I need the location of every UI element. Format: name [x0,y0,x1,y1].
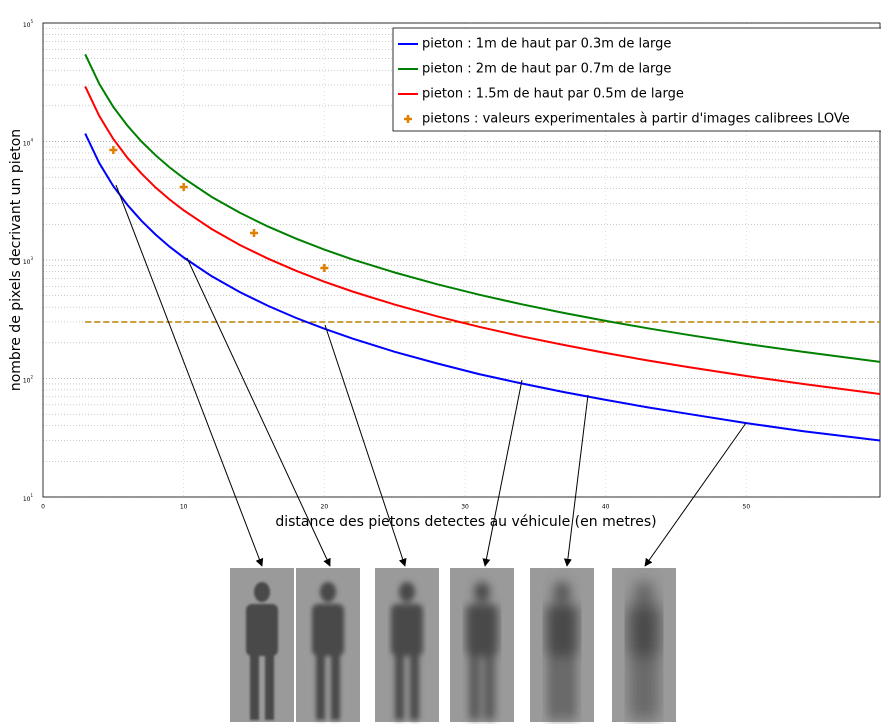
thumbnail [530,568,594,722]
y-tick-exponent: 5 [30,19,33,24]
y-tick-label: 104 [23,138,34,148]
head [399,582,415,602]
torso [628,604,660,656]
series-line [84,53,880,363]
data-point [179,183,188,192]
y-tick-base: 10 [23,140,31,147]
leg [485,654,494,720]
silhouette [312,582,344,720]
leg [632,654,641,720]
y-tick-exponent: 3 [30,256,33,261]
torso [546,604,578,656]
leg [331,654,340,720]
leg [265,654,274,720]
y-tick-label: 105 [23,19,34,29]
y-tick-exponent: 1 [30,493,33,498]
arrow [644,422,747,567]
legend: pieton : 1m de haut par 0.3m de large pie… [392,27,881,132]
thumbnail [612,568,676,722]
leg [647,654,656,720]
leg [565,654,574,720]
silhouette [628,582,660,720]
y-axis-label: nombre de pixels decrivant un pieton [8,129,24,391]
x-tick-label: 30 [461,504,469,511]
silhouette [466,582,498,720]
data-point [250,228,259,237]
leg [470,654,479,720]
legend-swatch [404,115,412,123]
x-axis-label: distance des pietons detectes au véhicul… [275,514,656,530]
silhouette [246,582,278,720]
silhouette [546,582,578,720]
silhouette [391,582,423,720]
series-line [84,85,880,395]
leg [316,654,325,720]
leg [395,654,404,720]
torso [246,604,278,656]
torso [466,604,498,656]
thumbnail [375,568,439,722]
plot-area [84,53,880,442]
legend-label: pieton : 1m de haut par 0.3m de large [422,37,671,52]
y-tick-base: 10 [23,259,31,266]
leg [250,654,259,720]
x-tick-label: 10 [180,504,188,511]
arrow [186,257,331,567]
plot-frame [42,22,881,498]
head [320,582,336,602]
leg [410,654,419,720]
head [254,582,270,602]
arrow [115,184,264,567]
legend-label: pietons : valeurs experimentales à parti… [422,112,850,127]
y-tick-label: 101 [23,493,34,503]
y-tick-label: 102 [23,375,34,385]
x-tick-label: 0 [41,504,45,511]
torso [391,604,423,656]
x-tick-label: 50 [743,504,751,511]
series-line [84,133,880,442]
head [554,582,570,602]
y-tick-exponent: 4 [30,138,33,143]
arrow [324,324,407,567]
y-tick-base: 10 [23,377,31,384]
y-tick-base: 10 [23,22,31,29]
leg [550,654,559,720]
data-point [109,146,118,155]
head [636,582,652,602]
x-tick-label: 20 [321,504,329,511]
arrow [563,394,589,567]
thumbnail [450,568,514,722]
pedestrian-thumbnails [230,568,676,722]
data-point [320,264,329,273]
thumbnail [296,568,360,722]
y-tick-base: 10 [23,496,31,503]
legend-label: pieton : 2m de haut par 0.7m de large [422,62,671,77]
x-tick-label: 40 [602,504,610,511]
head [474,582,490,602]
legend-label: pieton : 1.5m de haut par 0.5m de large [422,87,684,102]
torso [312,604,344,656]
y-tick-label: 103 [23,256,34,266]
thumbnail [230,568,294,722]
arrow [482,379,523,567]
y-tick-exponent: 2 [30,375,33,380]
legend-box [392,27,881,132]
arrows [115,184,747,567]
